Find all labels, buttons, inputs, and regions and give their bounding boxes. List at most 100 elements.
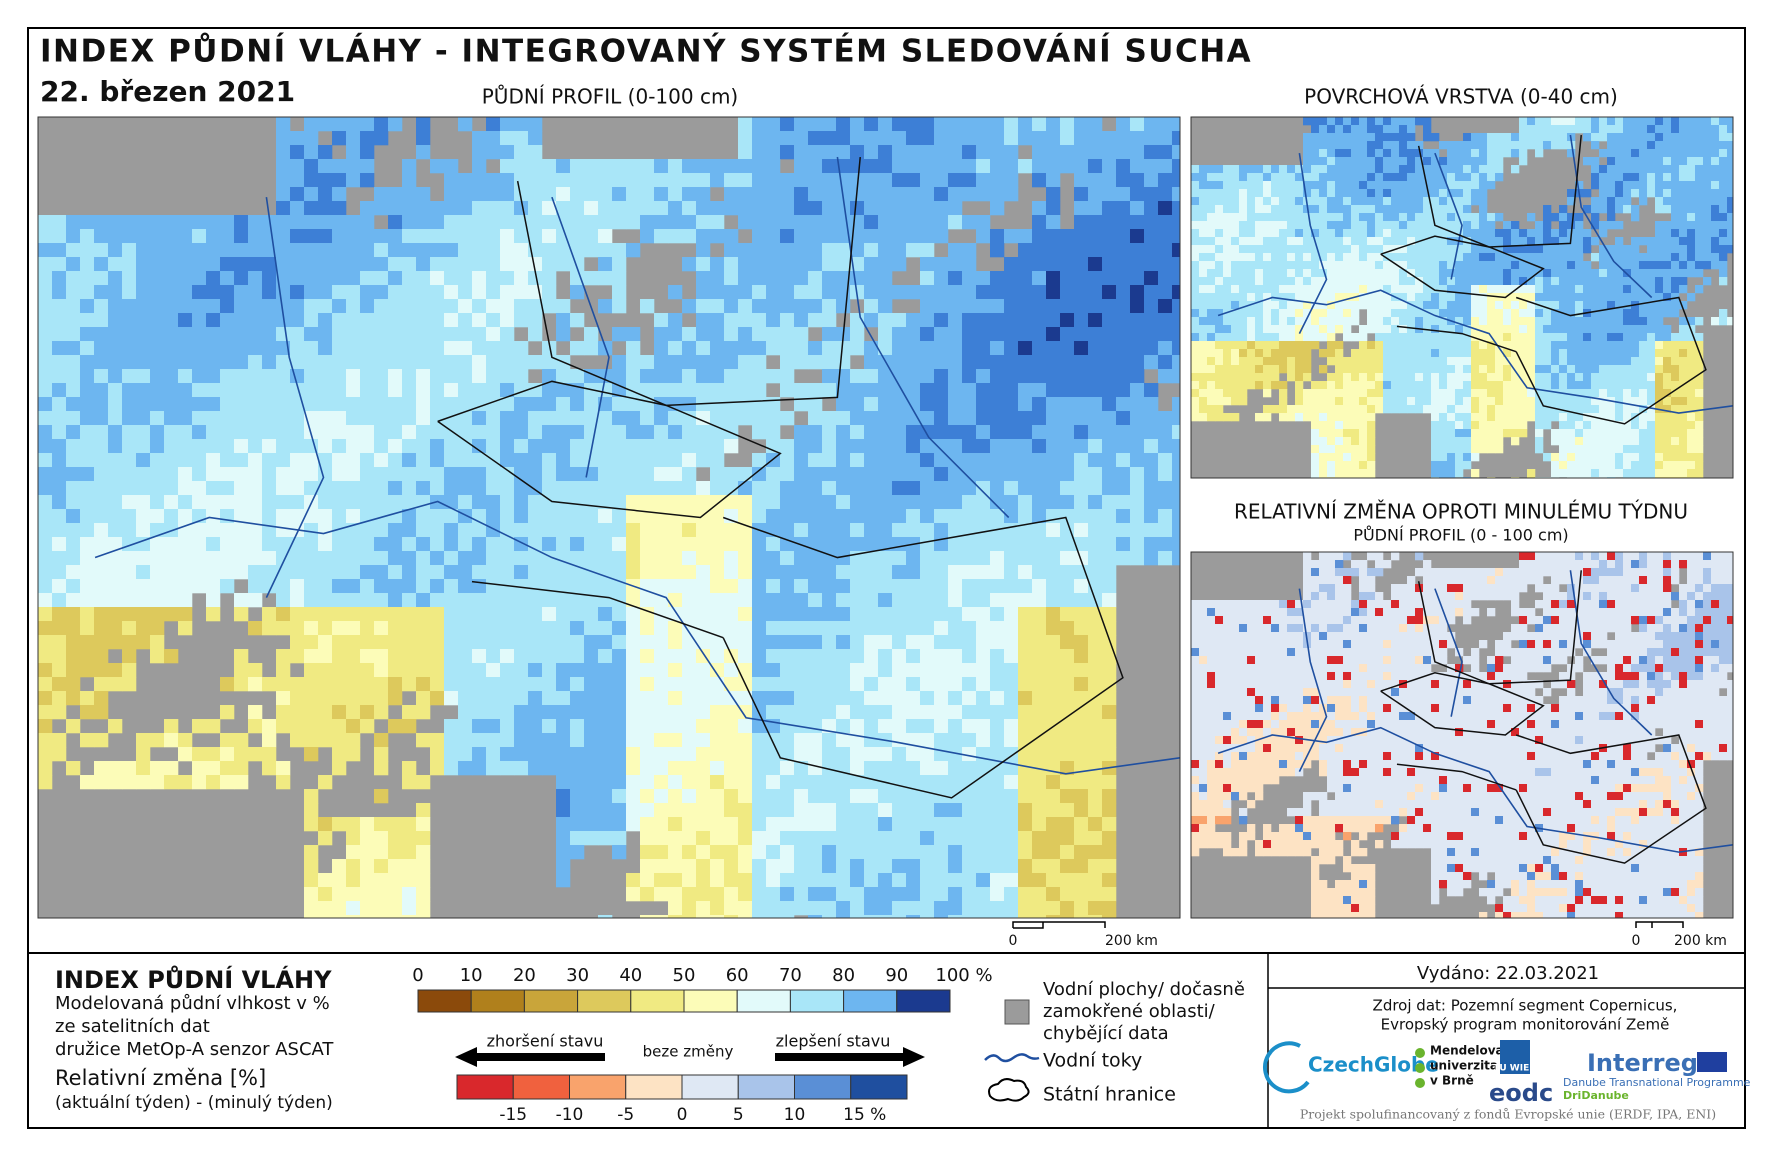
map-cell <box>416 635 430 649</box>
map-cell <box>164 257 178 271</box>
map-cell <box>542 425 556 439</box>
map-cell <box>822 593 836 607</box>
map-cell <box>766 817 780 831</box>
map-cell <box>458 299 472 313</box>
map-cell <box>570 845 584 859</box>
map-cell <box>220 439 234 453</box>
map-cell <box>808 439 822 453</box>
map-cell <box>1327 197 1335 205</box>
map-cell <box>626 733 640 747</box>
map-cell <box>794 355 808 369</box>
map-cell <box>38 495 52 509</box>
map-cell <box>864 635 878 649</box>
map-cell <box>542 173 556 187</box>
map-cell <box>528 733 542 747</box>
map-cell <box>374 327 388 341</box>
map-cell <box>276 495 290 509</box>
map-cell <box>1223 181 1231 189</box>
map-cell <box>542 621 556 635</box>
map-cell <box>752 803 766 817</box>
map-cell <box>178 775 192 789</box>
map-cell <box>1279 189 1287 197</box>
map-cell <box>1231 197 1239 205</box>
map-cell <box>234 761 248 775</box>
map-cell <box>1719 189 1727 197</box>
map-cell <box>38 565 52 579</box>
map-cell <box>892 159 906 173</box>
map-cell <box>1607 221 1615 229</box>
map-cell <box>346 873 360 887</box>
map-cell <box>1351 237 1359 245</box>
map-cell <box>682 173 696 187</box>
map-cell <box>1172 131 1180 145</box>
map-cell <box>864 817 878 831</box>
map-cell <box>52 691 66 705</box>
map-cell <box>206 509 220 523</box>
map-cell <box>332 313 346 327</box>
map-cell <box>654 509 668 523</box>
map-cell <box>976 411 990 425</box>
map-cell <box>346 117 360 131</box>
map-cell <box>738 775 752 789</box>
map-cell <box>136 509 150 523</box>
map-cell <box>682 481 696 495</box>
map-cell <box>612 635 626 649</box>
map-cell <box>1367 181 1375 189</box>
map-cell <box>976 761 990 775</box>
map-cell <box>808 523 822 537</box>
map-cell <box>318 229 332 243</box>
map-cell <box>178 593 192 607</box>
map-cell <box>556 803 570 817</box>
map-cell <box>1415 269 1423 277</box>
map-cell <box>990 775 1004 789</box>
map-cell <box>486 593 500 607</box>
map-cell <box>1287 181 1295 189</box>
map-cell <box>304 173 318 187</box>
map-cell <box>1687 245 1695 253</box>
map-cell <box>1415 221 1423 229</box>
map-cell <box>808 579 822 593</box>
map-cell <box>934 201 948 215</box>
map-cell <box>528 215 542 229</box>
map-cell <box>318 271 332 285</box>
map-cell <box>1599 221 1607 229</box>
map-cell <box>752 663 766 677</box>
map-cell <box>780 649 794 663</box>
map-cell <box>94 761 108 775</box>
map-cell <box>1663 205 1671 213</box>
map-cell <box>836 873 850 887</box>
map-cell <box>1679 221 1687 229</box>
map-cell <box>1060 607 1074 621</box>
map-cell <box>1074 467 1088 481</box>
map-cell <box>1231 237 1239 245</box>
map-cell <box>1130 327 1144 341</box>
map-cell <box>192 775 206 789</box>
map-cell <box>696 817 710 831</box>
map-cell <box>1423 213 1431 221</box>
map-cell <box>892 593 906 607</box>
map-cell <box>500 593 514 607</box>
map-cell <box>1663 261 1671 269</box>
map-cell <box>1671 157 1679 165</box>
map-cell <box>976 481 990 495</box>
map-cell <box>234 285 248 299</box>
map-cell <box>500 747 514 761</box>
map-cell <box>430 761 444 775</box>
map-cell <box>52 607 66 621</box>
map-cell <box>1319 173 1327 181</box>
map-cell <box>1343 165 1351 173</box>
map-cell <box>794 243 808 257</box>
map-cell <box>542 229 556 243</box>
map-cell <box>794 621 808 635</box>
map-cell <box>584 761 598 775</box>
map-cell <box>262 313 276 327</box>
map-cell <box>626 201 640 215</box>
map-cell <box>640 887 654 901</box>
map-cell <box>94 327 108 341</box>
map-cell <box>822 327 836 341</box>
map-cell <box>1046 145 1060 159</box>
map-cell <box>500 425 514 439</box>
map-cell <box>108 579 122 593</box>
map-cell <box>1343 229 1351 237</box>
map-cell <box>892 859 906 873</box>
